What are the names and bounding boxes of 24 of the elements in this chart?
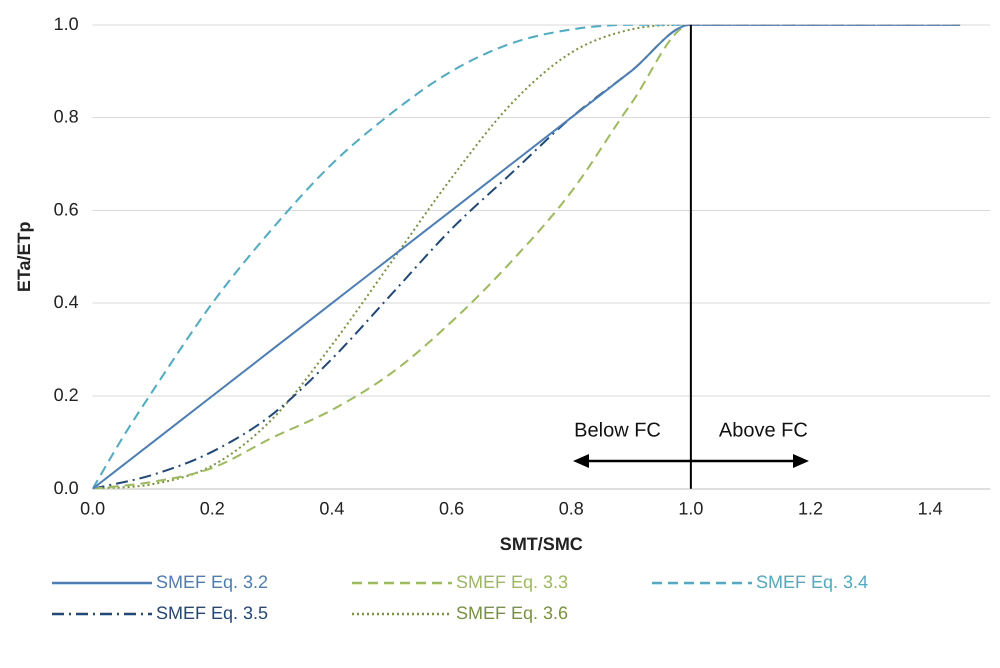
x-tick-label: 0.8 — [558, 498, 584, 519]
y-tick-label: 0.0 — [54, 478, 79, 498]
y-tick-label: 1.0 — [54, 14, 79, 34]
x-tick-label: 0.0 — [80, 498, 106, 519]
y-axis-title: ETa/ETp — [14, 221, 34, 292]
y-tick-label: 0.2 — [54, 384, 79, 405]
x-tick-label: 1.0 — [678, 498, 704, 519]
x-tick-label: 1.4 — [918, 498, 943, 519]
x-axis-title: SMT/SMC — [500, 534, 583, 554]
x-tick-label: 1.2 — [798, 498, 824, 519]
x-tick-label: 0.6 — [439, 498, 464, 519]
x-tick-label: 0.2 — [200, 498, 225, 519]
annotation: Below FC — [574, 419, 661, 442]
y-tick-label: 0.8 — [54, 106, 79, 127]
text: SMEF Eq. 3.2 — [156, 572, 268, 593]
y-tick-label: 0.4 — [54, 292, 79, 312]
annotation: Above FC — [718, 419, 808, 442]
text: SMEF Eq. 3.5 — [156, 603, 268, 624]
line-series — [92, 24, 962, 489]
x-tick-label: 0.4 — [319, 498, 344, 519]
text: SMEF Eq. 3.6 — [456, 603, 568, 624]
text: SMEF Eq. 3.4 — [756, 572, 868, 593]
text: SMEF Eq. 3.3 — [456, 572, 568, 593]
y-tick-label: 0.6 — [54, 199, 79, 220]
